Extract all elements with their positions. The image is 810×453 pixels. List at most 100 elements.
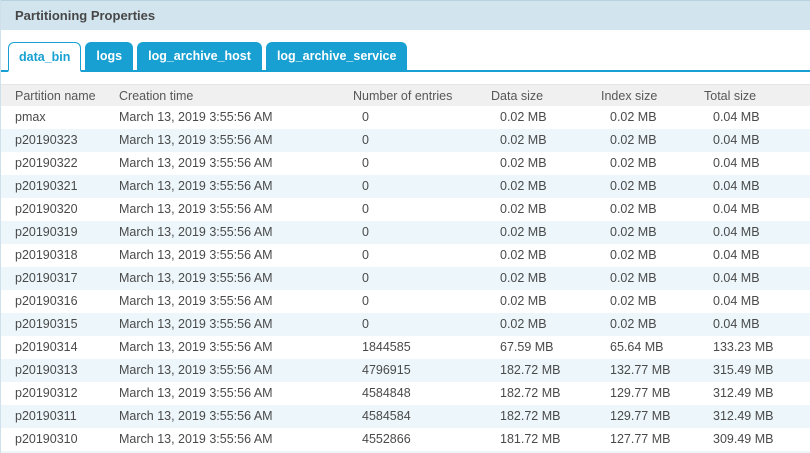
cell-creation-time: March 13, 2019 3:55:56 AM — [119, 294, 273, 308]
cell-index-size: 0.02 MB — [610, 133, 657, 147]
cell-creation-time: March 13, 2019 3:55:56 AM — [119, 156, 273, 170]
cell-creation-time: March 13, 2019 3:55:56 AM — [119, 363, 273, 377]
cell-entries: 4584584 — [362, 409, 411, 423]
column-header-partition-name: Partition name — [15, 89, 96, 103]
cell-creation-time: March 13, 2019 3:55:56 AM — [119, 409, 273, 423]
cell-total-size: 315.49 MB — [713, 363, 774, 377]
cell-total-size: 0.04 MB — [713, 156, 760, 170]
tab-log-archive-service[interactable]: log_archive_service — [265, 42, 408, 70]
cell-partition-name: p20190323 — [15, 133, 78, 147]
cell-index-size: 0.02 MB — [610, 248, 657, 262]
cell-data-size: 182.72 MB — [500, 409, 561, 423]
column-header-index-size: Index size — [601, 89, 658, 103]
cell-total-size: 312.49 MB — [713, 386, 774, 400]
cell-index-size: 0.02 MB — [610, 179, 657, 193]
cell-partition-name: p20190320 — [15, 202, 78, 216]
cell-total-size: 0.04 MB — [713, 248, 760, 262]
cell-index-size: 129.77 MB — [610, 409, 671, 423]
cell-entries: 4552866 — [362, 432, 411, 446]
table-row: p20190322 March 13, 2019 3:55:56 AM 0 0.02 … — [1, 152, 810, 175]
table-body: pmax March 13, 2019 3:55:56 AM 0 0.02 MB 0.0… — [1, 106, 810, 453]
tab-data-bin[interactable]: data_bin — [8, 42, 82, 72]
cell-data-size: 0.02 MB — [500, 110, 547, 124]
cell-creation-time: March 13, 2019 3:55:56 AM — [119, 225, 273, 239]
cell-creation-time: March 13, 2019 3:55:56 AM — [119, 432, 273, 446]
cell-partition-name: p20190314 — [15, 340, 78, 354]
cell-creation-time: March 13, 2019 3:55:56 AM — [119, 179, 273, 193]
cell-partition-name: p20190311 — [15, 409, 77, 423]
cell-index-size: 0.02 MB — [610, 225, 657, 239]
cell-data-size: 0.02 MB — [500, 156, 547, 170]
column-header-total-size: Total size — [704, 89, 757, 103]
table-row: p20190314 March 13, 2019 3:55:56 AM 184458… — [1, 336, 810, 359]
cell-partition-name: p20190321 — [15, 179, 78, 193]
cell-total-size: 0.04 MB — [713, 271, 760, 285]
column-header-creation-time: Creation time — [119, 89, 194, 103]
page-title: Partitioning Properties — [15, 8, 156, 23]
cell-creation-time: March 13, 2019 3:55:56 AM — [119, 271, 273, 285]
cell-creation-time: March 13, 2019 3:55:56 AM — [119, 202, 273, 216]
panel-title-bar: Partitioning Properties — [1, 0, 810, 30]
cell-total-size: 0.04 MB — [713, 317, 760, 331]
cell-entries: 4584848 — [362, 386, 411, 400]
cell-total-size: 0.04 MB — [713, 202, 760, 216]
cell-data-size: 0.02 MB — [500, 179, 547, 193]
cell-index-size: 0.02 MB — [610, 271, 657, 285]
tab-logs[interactable]: logs — [85, 42, 134, 70]
table-row: p20190310 March 13, 2019 3:55:56 AM 455286… — [1, 428, 810, 451]
cell-data-size: 0.02 MB — [500, 317, 547, 331]
cell-entries: 0 — [362, 202, 369, 216]
cell-creation-time: March 13, 2019 3:55:56 AM — [119, 248, 273, 262]
cell-entries: 0 — [362, 271, 369, 285]
cell-entries: 0 — [362, 133, 369, 147]
table-row: p20190312 March 13, 2019 3:55:56 AM 458484… — [1, 382, 810, 405]
cell-data-size: 0.02 MB — [500, 248, 547, 262]
cell-index-size: 0.02 MB — [610, 110, 657, 124]
cell-entries: 0 — [362, 294, 369, 308]
table-row: p20190318 March 13, 2019 3:55:56 AM 0 0.02 … — [1, 244, 810, 267]
cell-total-size: 0.04 MB — [713, 294, 760, 308]
cell-data-size: 67.59 MB — [500, 340, 554, 354]
cell-index-size: 127.77 MB — [610, 432, 671, 446]
cell-index-size: 0.02 MB — [610, 294, 657, 308]
cell-total-size: 0.04 MB — [713, 133, 760, 147]
cell-index-size: 129.77 MB — [610, 386, 671, 400]
cell-partition-name: p20190313 — [15, 363, 78, 377]
cell-total-size: 312.49 MB — [713, 409, 774, 423]
cell-partition-name: p20190317 — [15, 271, 78, 285]
cell-index-size: 65.64 MB — [610, 340, 664, 354]
tab-log-archive-host[interactable]: log_archive_host — [137, 42, 262, 70]
table-row: p20190311 March 13, 2019 3:55:56 AM 458458… — [1, 405, 810, 428]
cell-creation-time: March 13, 2019 3:55:56 AM — [119, 340, 273, 354]
table-row-partial — [1, 451, 810, 453]
cell-entries: 0 — [362, 110, 369, 124]
cell-data-size: 0.02 MB — [500, 225, 547, 239]
cell-creation-time: March 13, 2019 3:55:56 AM — [119, 317, 273, 331]
cell-entries: 4796915 — [362, 363, 411, 377]
cell-total-size: 133.23 MB — [713, 340, 774, 354]
table-row: p20190320 March 13, 2019 3:55:56 AM 0 0.02 … — [1, 198, 810, 221]
table-row: p20190317 March 13, 2019 3:55:56 AM 0 0.02 … — [1, 267, 810, 290]
cell-entries: 0 — [362, 179, 369, 193]
cell-partition-name: p20190319 — [15, 225, 78, 239]
cell-entries: 1844585 — [362, 340, 411, 354]
cell-data-size: 0.02 MB — [500, 271, 547, 285]
cell-index-size: 132.77 MB — [610, 363, 671, 377]
table-row: p20190313 March 13, 2019 3:55:56 AM 479691… — [1, 359, 810, 382]
table-row: p20190316 March 13, 2019 3:55:56 AM 0 0.02 … — [1, 290, 810, 313]
column-header-number-of-entries: Number of entries — [353, 89, 453, 103]
cell-data-size: 182.72 MB — [500, 363, 561, 377]
cell-data-size: 181.72 MB — [500, 432, 561, 446]
cell-entries: 0 — [362, 248, 369, 262]
cell-creation-time: March 13, 2019 3:55:56 AM — [119, 110, 273, 124]
cell-total-size: 309.49 MB — [713, 432, 774, 446]
table-row: p20190321 March 13, 2019 3:55:56 AM 0 0.02 … — [1, 175, 810, 198]
cell-partition-name: p20190316 — [15, 294, 78, 308]
cell-total-size: 0.04 MB — [713, 110, 760, 124]
cell-partition-name: p20190315 — [15, 317, 78, 331]
table-header-row: Partition name Creation time Number of ent… — [1, 84, 810, 106]
cell-partition-name: p20190312 — [15, 386, 78, 400]
table-row: p20190315 March 13, 2019 3:55:56 AM 0 0.02 … — [1, 313, 810, 336]
cell-partition-name: pmax — [15, 110, 46, 124]
